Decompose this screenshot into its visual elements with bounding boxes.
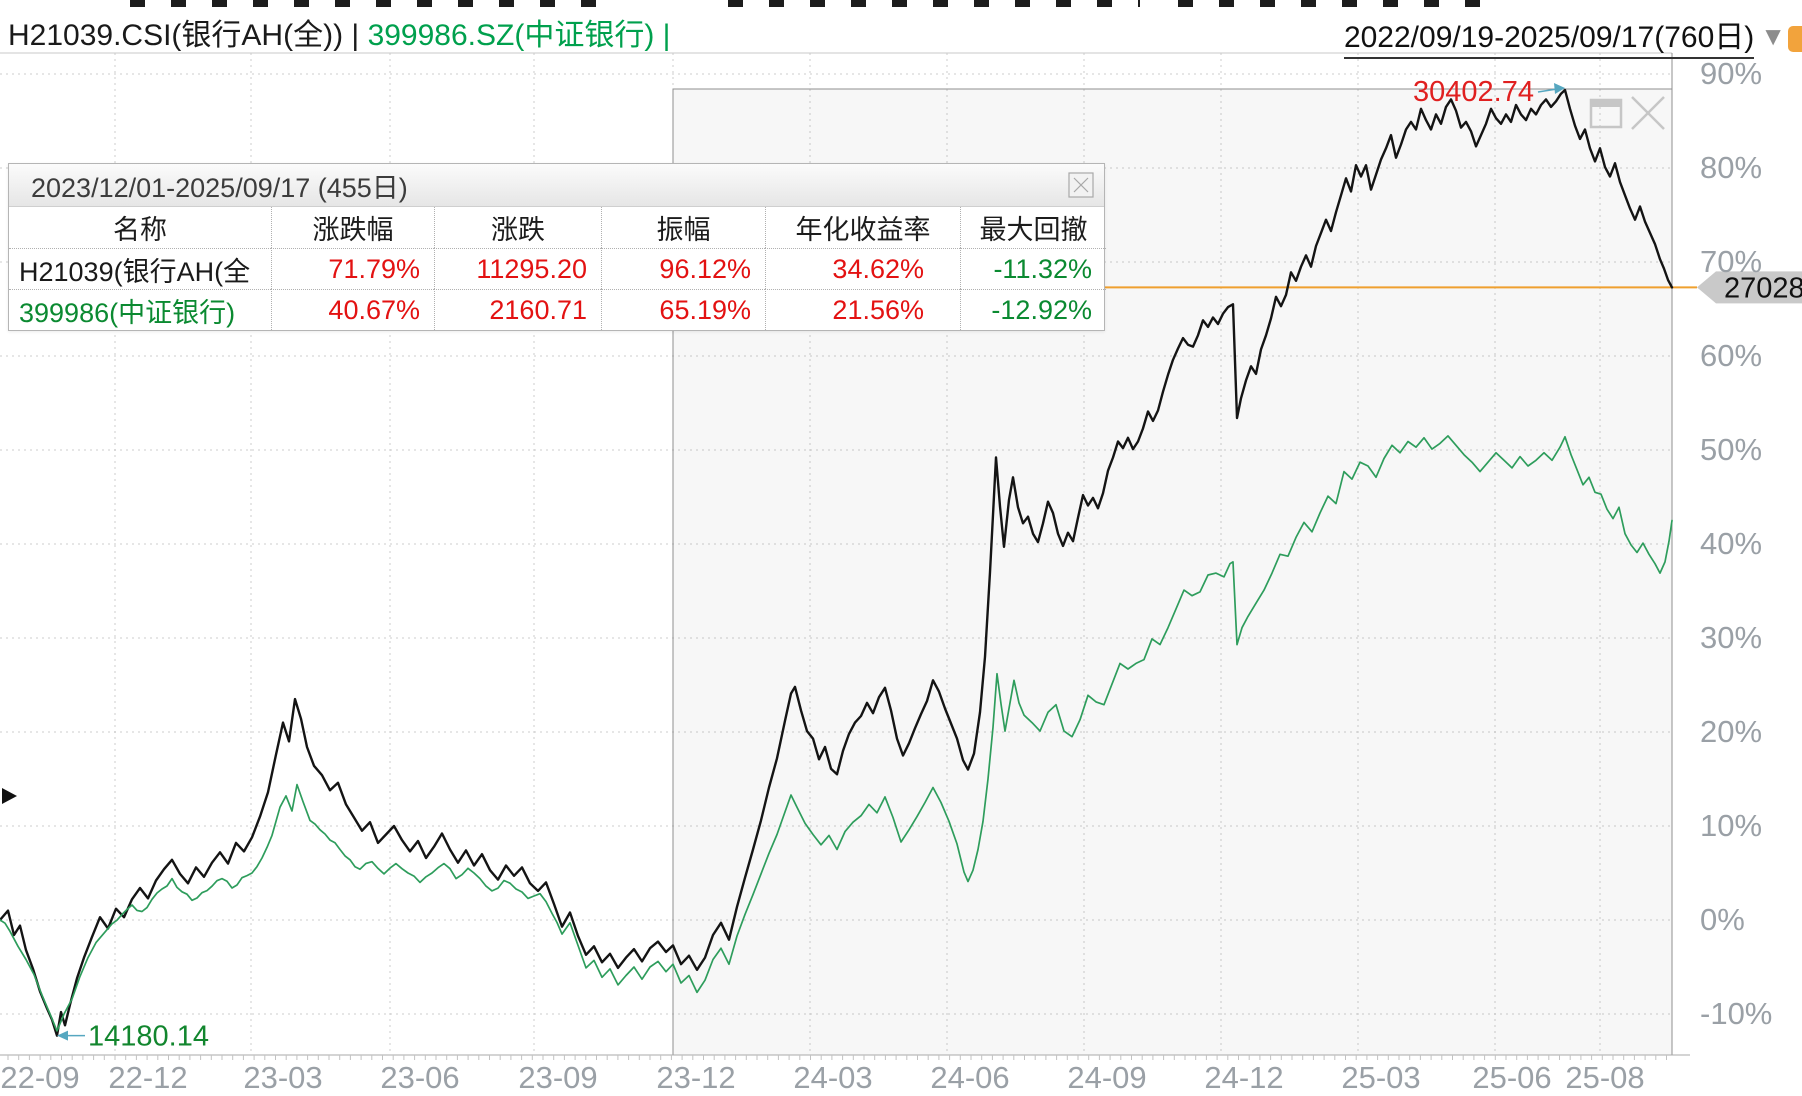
tooltip-cell: 65.19% [601,289,765,330]
tooltip-row-name: H21039(银行AH(全 [9,248,271,289]
date-range-label[interactable]: 2022/09/19-2025/09/17(760日) [1343,12,1755,59]
x-axis-label: 23-12 [656,1060,736,1095]
tooltip-cell: 11295.20 [434,248,601,289]
close-icon[interactable] [1631,96,1665,130]
tooltip-column-header: 名称 [113,215,167,245]
tooltip-header[interactable]: 2023/12/01-2025/09/17 (455日) [9,164,1104,207]
y-axis-label: 20% [1700,714,1763,749]
x-axis-label: 24-03 [793,1060,873,1095]
x-axis-label: 25-08 [1565,1060,1645,1095]
x-axis-label: 24-09 [1067,1060,1147,1095]
y-axis-label: 80% [1700,150,1763,185]
x-axis-label: 23-03 [243,1060,323,1095]
legend-separator: | [662,19,671,52]
max-arrow-head [1554,82,1565,94]
y-axis-label: 0% [1700,902,1745,937]
x-axis-label: 24-06 [930,1060,1010,1095]
tooltip-cell: 34.62% [765,248,960,289]
tooltip-cell: -12.92% [960,289,1106,330]
clipped-text-fragment [130,0,620,7]
x-axis-label: 25-03 [1341,1060,1421,1095]
x-axis-label: 24-12 [1204,1060,1284,1095]
tooltip-cell: 40.67% [271,289,434,330]
x-axis-label: 23-06 [380,1060,460,1095]
stats-tooltip[interactable]: 2023/12/01-2025/09/17 (455日) 名称 涨跌幅 涨跌 振幅 年化… [8,163,1106,331]
series-line-green [0,435,1673,1032]
x-axis-label: 22-09 [0,1060,80,1095]
y-axis-label: 10% [1700,808,1763,843]
corner-swatch[interactable] [1788,26,1802,52]
chevron-down-icon[interactable]: ▼ [1760,20,1786,51]
max-arrow-line [1537,88,1558,93]
tooltip-column-header: 最大回撤 [960,207,1106,248]
tooltip-table: 名称 涨跌幅 涨跌 振幅 年化收益率 最大回撤 H21039(银行AH(全 71.79% 112… [9,207,1106,330]
tooltip-cell: 21.56% [765,289,960,330]
legend-separator: | [351,19,360,52]
tooltip-column-header: 涨跌 [434,207,601,248]
last-price-value: 27028 [1724,272,1802,304]
x-axis-label: 22-12 [108,1060,188,1095]
max-value-label: 30402.74 [1413,76,1534,108]
date-range-selector[interactable]: 2022/09/19-2025/09/17(760日) ▼ [1343,12,1786,59]
selection-window-icons [1589,96,1665,130]
tooltip-title: 2023/12/01-2025/09/17 (455日) [31,172,408,203]
y-axis-label: 50% [1700,432,1763,467]
tooltip-close-icon[interactable] [1068,172,1094,198]
series-start-marker [2,788,17,804]
restore-window-icon[interactable] [1589,98,1623,129]
y-axis-label: 60% [1700,338,1763,373]
tooltip-cell: 71.79% [271,248,434,289]
clipped-text-fragment [1178,0,1500,7]
series-line-black [0,88,1674,1037]
y-axis-label: 30% [1700,620,1763,655]
tooltip-cell: -11.32% [960,248,1106,289]
y-axis-label: 40% [1700,526,1763,561]
min-arrow-head [57,1030,68,1041]
tooltip-column-header: 振幅 [601,207,765,248]
last-price-tag [1697,271,1802,304]
tooltip-cell: 96.12% [601,248,765,289]
legend-series2-label[interactable]: 399986.SZ(中证银行) [367,19,655,52]
y-axis-label: 70% [1700,244,1763,279]
clipped-text-fragment [728,0,1140,7]
y-axis-label: -10% [1700,996,1773,1031]
x-axis-label: 23-09 [518,1060,598,1095]
legend-series1-label[interactable]: H21039.CSI(银行AH(全)) [8,19,344,52]
x-axis-label: 25-06 [1472,1060,1552,1095]
tooltip-column-header: 年化收益率 [765,207,960,248]
chart-legend-header: H21039.CSI(银行AH(全)) | 399986.SZ(中证银行) | [8,10,670,54]
tooltip-row-name: 399986(中证银行) [9,289,271,330]
tooltip-cell: 2160.71 [434,289,601,330]
tooltip-column-header: 涨跌幅 [271,207,434,248]
y-axis-label: 90% [1700,56,1763,91]
min-value-label: 14180.14 [88,1021,209,1053]
